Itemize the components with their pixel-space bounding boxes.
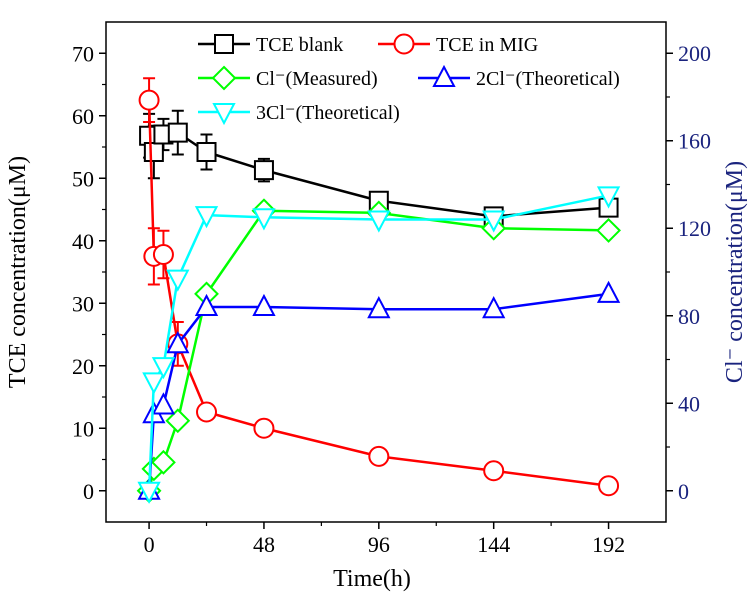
series-layer [136, 77, 621, 504]
legend-label: 2Cl⁻(Theoretical) [476, 68, 620, 90]
legend-item-1: TCE in MIG [378, 33, 538, 56]
series-4 [137, 186, 621, 504]
legend-marker [211, 65, 237, 91]
y-left-tick-label: 50 [72, 166, 94, 191]
x-tick-label: 96 [368, 532, 390, 557]
y-left-tick-label: 10 [72, 416, 94, 441]
data-point [596, 186, 621, 209]
plot-border [105, 21, 667, 523]
x-tick-label: 0 [144, 532, 155, 557]
y-axis-left-label: TCE concentration(μM) [5, 156, 31, 388]
data-point [252, 208, 276, 231]
y-right-tick-label: 120 [678, 216, 711, 241]
data-point [483, 460, 505, 482]
y-right-tick-label: 80 [678, 304, 700, 329]
data-point [194, 206, 219, 229]
y-left-tick-label: 40 [72, 229, 94, 254]
data-point [482, 210, 506, 233]
data-point [368, 445, 390, 467]
legend-marker [432, 64, 456, 87]
data-point [367, 296, 391, 319]
data-point [165, 408, 191, 434]
legend-label: 3Cl⁻(Theoretical) [256, 102, 400, 124]
legend-label: Cl⁻(Measured) [256, 68, 378, 90]
x-tick-label: 144 [477, 532, 510, 557]
y-left-tick-label: 30 [72, 291, 94, 316]
y-right-tick-label: 40 [678, 391, 700, 416]
legend-item-2: Cl⁻(Measured) [198, 65, 378, 91]
legend-label: TCE blank [256, 34, 343, 56]
data-point [142, 372, 166, 395]
data-point [253, 160, 274, 181]
y-right-tick-label: 160 [678, 129, 711, 154]
y-axis-right-label: Cl⁻ concentration(μM) [722, 161, 748, 383]
x-tick-label: 192 [592, 532, 625, 557]
data-point [137, 481, 161, 504]
legend-marker [214, 34, 234, 54]
data-point [143, 142, 164, 162]
data-point [166, 331, 190, 354]
data-point [138, 89, 160, 111]
data-point [167, 122, 188, 143]
legend-marker [393, 33, 415, 55]
y-left-tick-label: 0 [83, 479, 94, 504]
data-point [367, 210, 391, 233]
data-point [196, 401, 218, 423]
y-left-tick-label: 70 [72, 41, 94, 66]
data-point [151, 449, 176, 475]
data-point [151, 392, 176, 415]
data-point [152, 244, 174, 265]
data-point [253, 417, 275, 439]
legend-item-3: 2Cl⁻(Theoretical) [418, 64, 620, 90]
legend: TCE blank TCE in MIG Cl⁻(Measured) 2Cl⁻(The… [198, 33, 620, 126]
data-point [151, 357, 176, 380]
plot-frame [105, 21, 667, 523]
data-point [482, 296, 506, 319]
data-point [596, 218, 621, 243]
legend-item-4: 3Cl⁻(Theoretical) [198, 102, 400, 126]
y-left-tick-label: 60 [72, 104, 94, 129]
x-tick-label: 48 [253, 532, 275, 557]
legend-marker [212, 103, 236, 126]
x-axis-label: Time(h) [333, 566, 411, 592]
legend-item-0: TCE blank [198, 34, 343, 56]
y-left-tick-label: 20 [72, 354, 94, 379]
y-right-tick-label: 200 [678, 41, 711, 66]
data-point [196, 142, 217, 162]
data-point [596, 280, 621, 303]
data-point [252, 293, 276, 317]
legend-label: TCE in MIG [436, 34, 538, 56]
data-point [166, 269, 190, 292]
axis-ticks: 0 48 96 144 192 0 10 20 30 40 50 60 70 0 40 80 120 160 200 [72, 41, 711, 557]
data-point [194, 293, 219, 317]
series-line [147, 100, 609, 487]
data-point [598, 475, 620, 497]
y-right-tick-label: 0 [678, 479, 689, 504]
